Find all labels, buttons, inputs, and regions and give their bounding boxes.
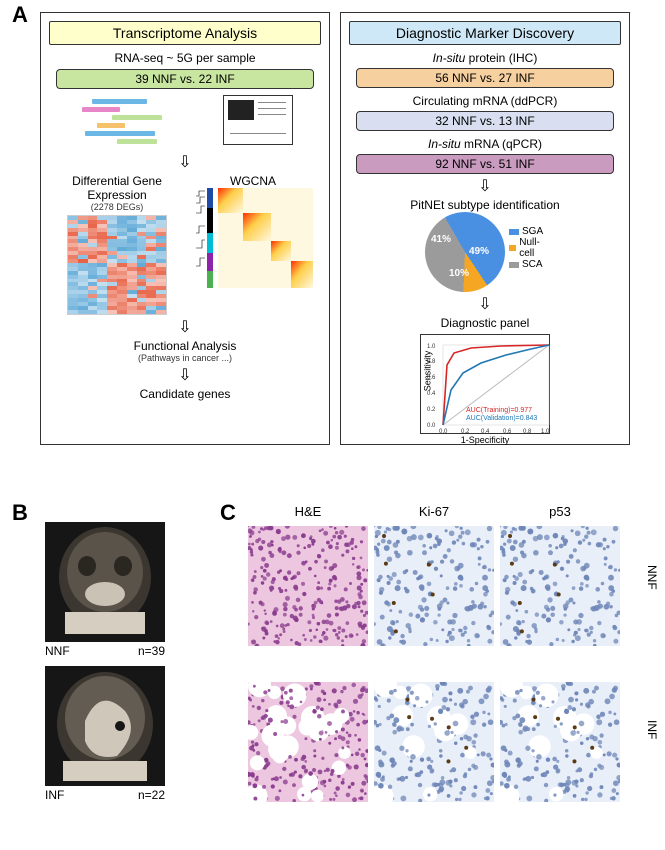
deg-heading: Differential Gene Expression [72,174,162,202]
row-label-inf: INF [645,720,659,739]
rnaseq-subtitle: RNA-seq ~ 5G per sample [114,51,255,65]
col-p53: p53 [500,504,620,519]
functional-sub: (Pathways in cancer ...) [138,353,232,363]
transcriptome-title: Transcriptome Analysis [49,21,321,45]
svg-text:0.4: 0.4 [427,391,436,397]
diagnostic-title: Diagnostic Marker Discovery [349,21,621,45]
pie-label-sca: 41% [431,234,451,245]
roc-ylabel: Sensitivity [422,351,432,392]
roc-auc-train: AUC(Training)=0.977 [466,407,532,414]
ihc-line: In-situ protein (IHC) [433,51,538,65]
rnaseq-cohort-pill: 39 NNF vs. 22 INF [56,69,314,89]
deg-heatmap [67,215,167,315]
arrow-icon: ⇩ [178,317,191,337]
wgcna-plot [193,188,313,288]
arrow-icon: ⇩ [478,176,491,196]
transcriptome-panel: Transcriptome Analysis RNA-seq ~ 5G per … [40,12,330,445]
candidate-genes: Candidate genes [140,387,231,401]
roc-xlabel: 1-Specificity [421,435,549,445]
figure-label-b: B [12,500,28,526]
col-he: H&E [248,504,368,519]
histo-nnf-ki-67 [374,526,494,646]
col-ki67: Ki-67 [374,504,494,519]
deg-sub: (2278 DEGs) [91,202,144,212]
histo-headers: H&E Ki-67 p53 [248,504,620,523]
diagnostic-panel: Diagnostic Marker Discovery In-situ prot… [340,12,630,445]
qpcr-pill: 92 NNF vs. 51 INF [356,154,614,174]
ihc-pill: 56 NNF vs. 27 INF [356,68,614,88]
reads-graphic [77,95,167,150]
qpcr-line: In-situ mRNA (qPCR) [428,137,542,151]
roc-auc-valid: AUC(Validation)=0.843 [466,415,537,422]
histology-grid [248,526,620,772]
ddpcr-pill: 32 NNF vs. 13 INF [356,111,614,131]
arrow-icon: ⇩ [178,365,191,385]
figure-label-a: A [12,2,28,28]
histo-inf-p53 [500,682,620,802]
histo-nnf-p53 [500,526,620,646]
diag-panel-heading: Diagnostic panel [441,316,530,330]
mri-nnf-caption: NNFn=39 [45,644,165,658]
pie-label-sga: 49% [469,246,489,257]
ddpcr-line: Circulating mRNA (ddPCR) [413,94,558,108]
sequencer-graphic [223,95,293,145]
arrow-icon: ⇩ [178,152,191,172]
arrow-icon: ⇩ [478,294,491,314]
mri-inf-caption: INFn=22 [45,788,165,802]
legend-sca: SCA [509,259,545,270]
histo-nnf-he [248,526,368,646]
mri-nnf [45,522,165,642]
svg-text:1.0: 1.0 [427,344,436,350]
histo-inf-ki-67 [374,682,494,802]
functional-heading: Functional Analysis [134,339,237,353]
svg-text:0.2: 0.2 [427,407,436,413]
subtype-heading: PitNEt subtype identification [410,198,559,212]
panel-a-row: Transcriptome Analysis RNA-seq ~ 5G per … [40,12,630,445]
legend-sga: SGA [509,226,545,237]
figure-label-c: C [220,500,236,526]
roc-plot: 0.00.20.4 0.60.81.0 0.00.20.4 0.60.81.0 … [420,334,550,434]
pie-label-null: 10% [449,268,469,279]
mri-inf [45,666,165,786]
wgcna-heading: WGCNA [230,174,276,188]
mri-stack: NNFn=39 INFn=22 [45,522,165,802]
legend-null: Null-cell [509,237,545,259]
histo-inf-he [248,682,368,802]
row-label-nnf: NNF [645,565,659,590]
pie-chart: 49% 10% 41% SGA Null-cell SCA [425,212,545,292]
svg-text:0.0: 0.0 [427,423,436,429]
